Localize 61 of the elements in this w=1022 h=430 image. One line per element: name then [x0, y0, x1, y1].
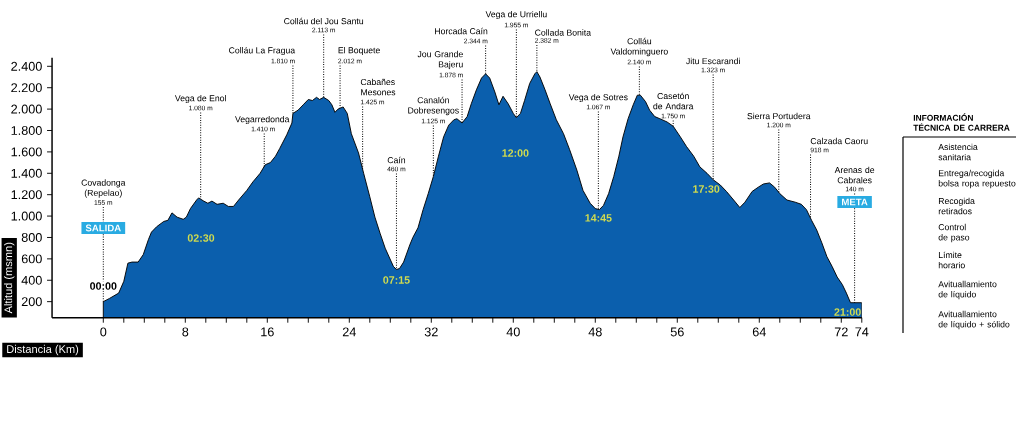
annotation: 02:30 [187, 234, 215, 242]
y-tick-label: 800 [21, 232, 42, 242]
annotation: Vega de Enol [174, 94, 226, 104]
x-tick-label: 56 [670, 327, 684, 337]
annotation: Calzada Caoru [810, 137, 868, 145]
x-axis-title: Distancia (Km) [7, 344, 79, 356]
y-tick-label: 400 [21, 275, 42, 285]
annotation: 07:15 [383, 276, 410, 284]
text: Avituallamiento de líquido + sólido [938, 310, 1010, 330]
annotation: 21:00 [834, 308, 861, 316]
x-tick-label: 0 [100, 327, 107, 337]
y-tick-label: 1.800 [11, 126, 42, 135]
x-tick-label: 64 [752, 327, 766, 337]
y-tick-label: 600 [21, 254, 42, 264]
text: INFORMACIÓN TÉCNICA DE CARRERA [913, 113, 1010, 131]
annotation: Canalón Dobresengos [408, 96, 459, 116]
x-tick-label: 32 [424, 327, 438, 337]
annotation: SALIDA [85, 224, 121, 232]
annotation: Vega de Sotres [568, 93, 628, 103]
annotation: Colláu Valdominguero [610, 37, 668, 57]
annotation: El Boquete [338, 46, 380, 56]
annotation: 00:00 [90, 282, 117, 290]
x-tick-label: 72 [834, 327, 848, 337]
annotation: Jitu Escarandi [686, 57, 740, 65]
annotation: META [842, 198, 868, 206]
annotation: 14:45 [585, 214, 612, 222]
annotation: Horcada Caín [435, 27, 488, 35]
annotation: Casetón de Andara [653, 92, 694, 110]
annotation: Arenas de Cabrales [834, 166, 875, 184]
y-tick-label: 1.200 [11, 190, 42, 200]
x-tick-label: 48 [588, 327, 602, 337]
y-tick-label: 200 [21, 297, 42, 307]
y-tick-label: 2.200 [11, 83, 42, 93]
y-axis-title: Altitud (msmn) [4, 242, 15, 314]
text: Entrega/recogida bolsa ropa repuesto [938, 169, 1016, 189]
annotation: Cabañes Mesones [360, 78, 396, 96]
x-tick-label: 40 [506, 327, 520, 337]
x-tick-label: 8 [182, 327, 189, 337]
text: Recogida retirados [938, 197, 975, 215]
annotation: Collada Bonita [535, 29, 592, 36]
annotation: Colláu La Fragua [229, 46, 296, 56]
annotation: Caín [387, 156, 406, 164]
x-tick-label: 74 [855, 327, 869, 337]
annotation: Vegarredonda [235, 115, 290, 125]
text: Avituallamiento de líquido [938, 280, 997, 300]
x-tick-label: 16 [261, 327, 274, 337]
annotation: 17:30 [693, 185, 720, 193]
y-tick-label: 1.600 [11, 147, 42, 157]
annotation: 12:00 [502, 149, 529, 157]
y-tick-label: 2.000 [11, 104, 42, 114]
x-tick-label: 24 [342, 327, 356, 337]
annotation: Jou Grande Bajeru [417, 50, 463, 70]
annotation: Vega de Urriellu [485, 10, 547, 20]
text: Control de paso [938, 223, 970, 243]
y-tick-label: 1.000 [11, 211, 42, 221]
y-tick-label: 1.400 [11, 168, 42, 178]
text: Asistencia sanitaria [938, 143, 978, 161]
text: Límite horario [938, 251, 965, 269]
annotation: Sierra Portudera [747, 112, 811, 120]
y-tick-label: 2.400 [11, 61, 42, 71]
annotation: Colláu del Jou Santu [284, 17, 364, 25]
